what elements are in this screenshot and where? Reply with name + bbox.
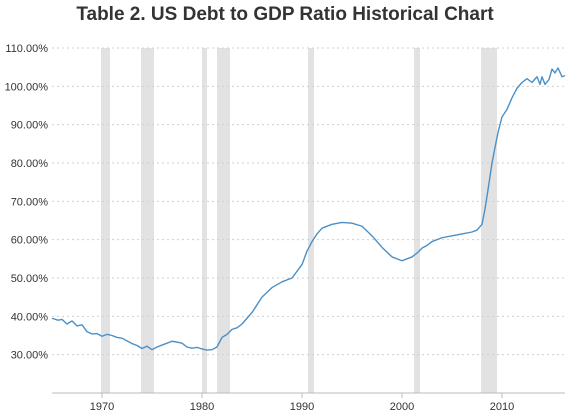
y-tick-label: 90.00% bbox=[11, 120, 49, 132]
y-tick-label: 60.00% bbox=[11, 235, 49, 247]
x-tick-label: 2010 bbox=[490, 401, 514, 413]
y-tick-label: 70.00% bbox=[11, 196, 49, 208]
recession-band bbox=[202, 48, 207, 393]
x-tick-label: 1990 bbox=[290, 401, 314, 413]
x-axis: 1970 1980 1990 2000 2010 bbox=[52, 392, 565, 413]
y-tick-label: 110.00% bbox=[5, 43, 48, 55]
y-tick-label: 50.00% bbox=[11, 273, 49, 285]
y-tick-label: 40.00% bbox=[11, 311, 49, 323]
x-tick-label: 1980 bbox=[190, 401, 214, 413]
y-tick-label: 100.00% bbox=[5, 81, 49, 93]
recession-band bbox=[101, 48, 110, 393]
recession-band bbox=[308, 48, 314, 393]
x-tick-label: 2000 bbox=[390, 401, 414, 413]
recession-band bbox=[141, 48, 154, 393]
y-gridlines bbox=[52, 47, 565, 356]
recession-band bbox=[217, 48, 230, 393]
y-tick-label: 30.00% bbox=[11, 350, 49, 362]
debt-to-gdp-line bbox=[51, 67, 566, 351]
y-axis-labels: 30.00% 40.00% 50.00% 60.00% 70.00% 80.00% 90.0… bbox=[5, 43, 49, 362]
recession-band bbox=[481, 48, 497, 393]
series-layer bbox=[51, 67, 566, 351]
recession-bands bbox=[101, 48, 497, 393]
y-tick-label: 80.00% bbox=[11, 158, 49, 170]
chart-title: Table 2. US Debt to GDP Ratio Historical… bbox=[76, 4, 494, 25]
recession-band bbox=[414, 48, 420, 393]
x-tick-label: 1970 bbox=[90, 401, 114, 413]
